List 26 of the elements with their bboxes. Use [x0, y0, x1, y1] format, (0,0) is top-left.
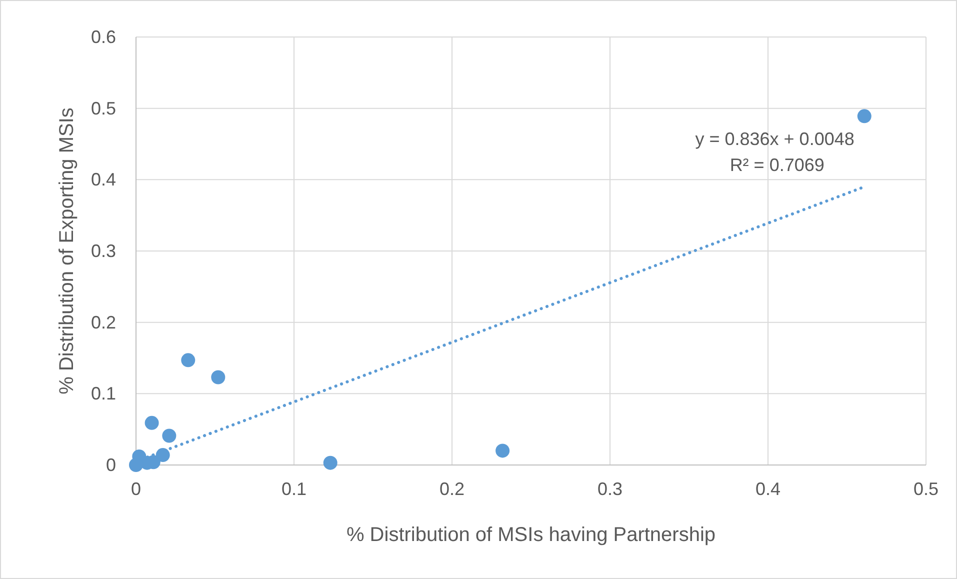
y-tick-label: 0.3 [90, 241, 116, 261]
point [857, 109, 872, 124]
y-tick-label: 0.6 [90, 27, 116, 47]
point [129, 458, 143, 472]
x-tick-label: 0.4 [755, 479, 781, 499]
y-tick-label: 0.5 [90, 98, 116, 118]
point [144, 416, 159, 430]
x-axis-title: % Distribution of MSIs having Partnership [346, 524, 716, 546]
annotation: y = 0.836x + 0.0048 [695, 128, 854, 149]
y-tick-label: 0.2 [90, 312, 116, 332]
point [181, 353, 196, 368]
y-tick-label: 0.4 [90, 170, 116, 190]
point [156, 448, 170, 462]
point [162, 428, 176, 443]
x-tick-label: 0 [130, 479, 142, 499]
x-tick-label: 0.2 [439, 479, 465, 499]
y-axis-title: % Distribution of Exporting MSIs [56, 108, 78, 394]
annotation: R² = 0.7069 [730, 154, 824, 175]
point [211, 370, 226, 384]
point [496, 444, 510, 458]
x-tick-label: 0.3 [597, 479, 623, 499]
y-tick-label: 0 [106, 455, 116, 475]
x-tick-label: 0.1 [281, 479, 307, 499]
x-tick-label: 0.5 [913, 479, 939, 499]
point [323, 456, 338, 470]
y-tick-label: 0.1 [90, 384, 116, 404]
